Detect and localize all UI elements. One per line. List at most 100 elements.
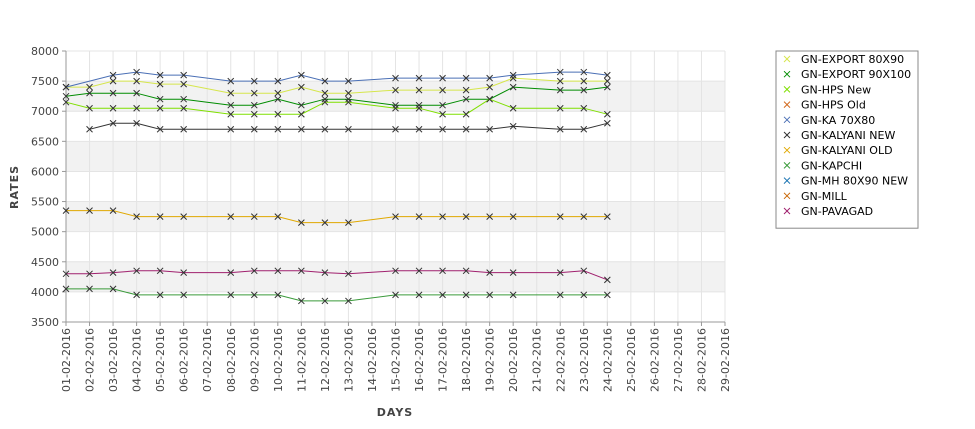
data-point bbox=[274, 110, 282, 118]
data-point bbox=[86, 83, 93, 91]
data-point bbox=[133, 291, 140, 299]
x-axis-title: DAYS bbox=[377, 406, 413, 419]
data-point bbox=[250, 291, 258, 299]
legend-item: GN-KAPCHI bbox=[783, 159, 862, 172]
data-point bbox=[321, 125, 329, 133]
data-point bbox=[603, 110, 611, 118]
series-line bbox=[65, 71, 608, 88]
legend-marker bbox=[783, 146, 791, 154]
legend-item: GN-KALYANI OLD bbox=[783, 144, 893, 157]
data-point bbox=[62, 92, 70, 100]
x-tick-label: 17-02-2016 bbox=[437, 328, 450, 392]
data-point bbox=[603, 213, 611, 220]
data-point bbox=[462, 213, 470, 220]
data-point bbox=[603, 83, 611, 91]
data-point bbox=[603, 119, 611, 127]
x-tick-label: 01-02-2016 bbox=[60, 328, 73, 392]
x-tick-label: 15-02-2016 bbox=[390, 328, 403, 392]
legend-item: GN-HPS Old bbox=[783, 99, 866, 112]
legend-marker bbox=[783, 177, 791, 184]
data-point bbox=[345, 297, 352, 305]
legend-label: GN-PAVAGAD bbox=[801, 205, 873, 218]
legend-marker bbox=[783, 55, 791, 63]
data-point bbox=[509, 213, 517, 220]
x-tick-label: 02-02-2016 bbox=[84, 328, 97, 392]
data-point bbox=[298, 267, 305, 275]
data-point bbox=[62, 98, 70, 106]
series-lines bbox=[62, 68, 611, 305]
data-point bbox=[180, 71, 188, 79]
data-point bbox=[156, 80, 164, 88]
data-point bbox=[439, 74, 446, 82]
data-point bbox=[345, 95, 352, 103]
legend-item: GN-EXPORT 80X90 bbox=[783, 53, 904, 66]
y-tick-label: 5000 bbox=[31, 226, 59, 239]
x-tick-label: 23-02-2016 bbox=[578, 328, 591, 392]
legend: GN-EXPORT 80X90 GN-EXPORT 90X100 GN-HPS Ne… bbox=[775, 50, 919, 229]
data-point bbox=[603, 71, 611, 79]
data-point bbox=[250, 213, 258, 220]
data-point bbox=[439, 110, 446, 118]
data-point bbox=[156, 125, 164, 133]
data-point bbox=[180, 104, 188, 112]
data-point bbox=[392, 101, 399, 109]
data-point bbox=[509, 83, 517, 91]
data-point bbox=[180, 80, 188, 88]
data-point bbox=[345, 89, 352, 97]
x-tick-label: 11-02-2016 bbox=[295, 328, 308, 392]
data-point bbox=[415, 291, 423, 299]
data-point bbox=[274, 89, 282, 97]
data-point bbox=[227, 101, 235, 109]
data-point bbox=[556, 269, 564, 276]
data-point bbox=[603, 291, 611, 299]
data-point bbox=[321, 219, 329, 226]
x-tick-label: 26-02-2016 bbox=[648, 328, 661, 392]
data-point bbox=[86, 270, 93, 278]
data-point bbox=[321, 98, 329, 106]
data-point bbox=[415, 125, 423, 133]
data-point bbox=[439, 213, 446, 220]
x-tick-label: 25-02-2016 bbox=[625, 328, 638, 392]
data-point bbox=[133, 119, 140, 127]
data-point bbox=[180, 269, 188, 276]
data-point bbox=[250, 267, 258, 275]
data-point bbox=[109, 269, 117, 276]
data-point bbox=[298, 125, 305, 133]
data-point bbox=[462, 125, 470, 133]
data-point bbox=[415, 101, 423, 109]
x-tick-label: 09-02-2016 bbox=[248, 328, 261, 392]
data-point bbox=[486, 83, 493, 91]
legend-item: GN-PAVAGAD bbox=[783, 205, 873, 218]
data-point bbox=[415, 74, 423, 82]
data-point bbox=[298, 71, 305, 79]
y-tick-label: 5500 bbox=[31, 196, 59, 209]
data-point bbox=[298, 110, 305, 118]
data-point bbox=[156, 213, 164, 220]
legend-box bbox=[775, 50, 919, 229]
data-point bbox=[462, 110, 470, 118]
legend-marker bbox=[783, 207, 791, 215]
data-point bbox=[227, 77, 235, 85]
data-point bbox=[439, 86, 446, 94]
x-tick-label: 19-02-2016 bbox=[484, 328, 497, 392]
data-point bbox=[227, 269, 235, 276]
data-point bbox=[227, 89, 235, 97]
data-point bbox=[250, 125, 258, 133]
legend-item: GN-KALYANI NEW bbox=[783, 129, 895, 142]
data-point bbox=[180, 213, 188, 220]
y-tick-label: 3500 bbox=[31, 316, 59, 329]
series-gn-kalyani-old bbox=[62, 207, 611, 226]
data-point bbox=[274, 291, 282, 299]
data-point bbox=[509, 122, 517, 130]
data-point bbox=[392, 86, 399, 94]
data-point bbox=[274, 95, 282, 103]
legend-label: GN-HPS New bbox=[801, 83, 871, 96]
data-point bbox=[298, 219, 305, 226]
y-tick-labels: 3500 4000 4500 5000 5500 6000 6500 7000 7500 8000 bbox=[31, 45, 66, 329]
data-point bbox=[180, 291, 188, 299]
data-point bbox=[133, 104, 140, 112]
y-tick-label: 7500 bbox=[31, 75, 59, 88]
data-point bbox=[392, 125, 399, 133]
data-point bbox=[486, 291, 493, 299]
